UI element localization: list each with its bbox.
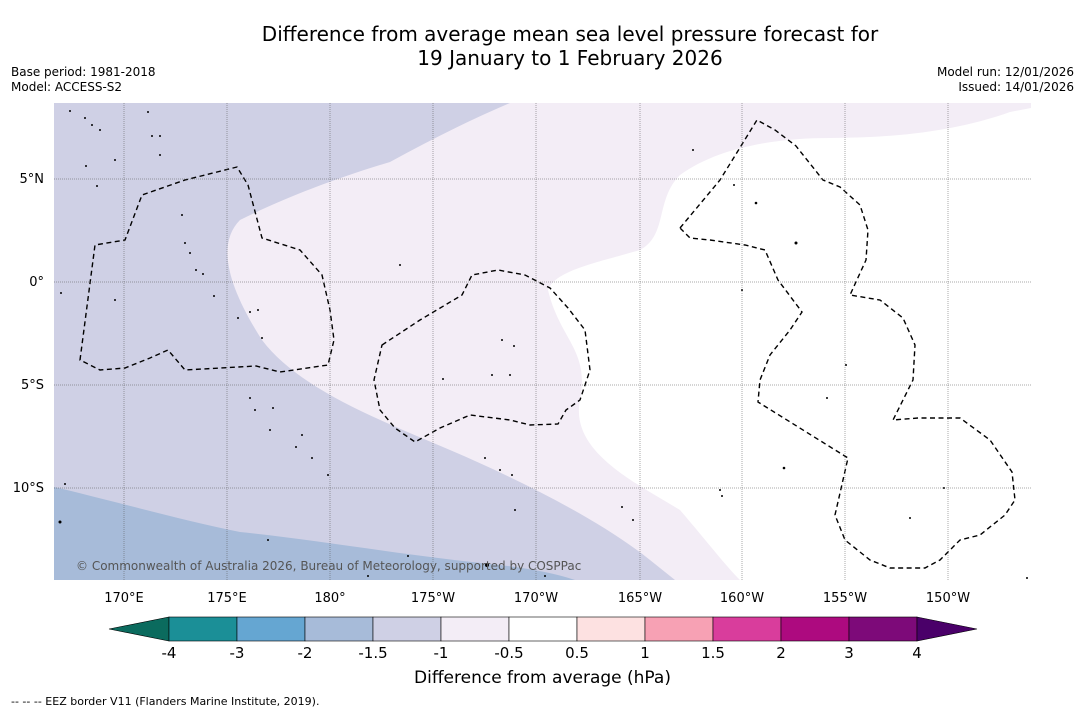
region-minus-1-5 [54,103,675,580]
colorbar-extend-low [108,616,170,642]
colorbar-tick-label: -3 [230,644,245,662]
eez-line-islands [679,119,1016,569]
lat-label: 10°S [13,481,44,496]
graticule [54,103,1031,580]
colorbar-tick-label: -0.5 [494,644,523,662]
colorbar-tick-label: 3 [844,644,854,662]
lat-label: 0° [29,275,44,290]
colorbar-tick-label: 4 [912,644,922,662]
title-line-2: 19 January to 1 February 2026 [417,46,723,70]
colorbar-tick-label: -1 [434,644,449,662]
colorbar-bin [848,616,918,642]
lon-label: 160°W [720,591,764,606]
lat-label: 5°S [21,378,44,393]
title-line-1: Difference from average mean sea level p… [261,22,879,46]
islands [58,110,1028,579]
lon-label: 170°W [514,591,558,606]
colorbar-bin [780,616,850,642]
colorbar-bin [304,616,374,642]
lon-label: 180° [314,591,345,606]
map-area: © Commonwealth of Australia 2026, Bureau… [54,103,1031,580]
colorbar-bin [236,616,306,642]
colorbar-tick-label: 1.5 [701,644,725,662]
meta-right: Model run: 12/01/2026 Issued: 14/01/2026 [937,65,1074,95]
colorbar-extend-high [916,616,978,642]
lat-label: 5°N [20,172,45,187]
colorbar [108,616,978,642]
colorbar-label: Difference from average (hPa) [414,668,671,688]
eez-footnote: -- -- -- EEZ border V11 (Flanders Marine… [11,695,320,708]
colorbar-bin [508,616,578,642]
colorbar-bin [712,616,782,642]
lon-label: 150°W [926,591,970,606]
model-name: Model: ACCESS-S2 [11,80,123,94]
issued-date: Issued: 14/01/2026 [958,80,1074,94]
colorbar-ticks: -4 -3 -2 -1.5 -1 -0.5 0.5 1 1.5 2 3 4 [162,644,922,662]
meta-left: Base period: 1981-2018 Model: ACCESS-S2 [11,65,156,95]
lon-label: 175°W [411,591,455,606]
region-minus-2 [54,487,575,580]
colorbar-bin [168,616,238,642]
colorbar-bin [372,616,442,642]
colorbar-tick-label: 0.5 [565,644,589,662]
lon-label: 155°W [823,591,867,606]
colorbar-bin [576,616,646,642]
latitude-labels: 5°N 0° 5°S 10°S [13,172,44,496]
colorbar-bin [644,616,714,642]
colorbar-tick-label: -2 [298,644,313,662]
model-run: Model run: 12/01/2026 [936,65,1074,79]
longitude-labels: 170°E 175°E 180° 175°W 170°W 165°W 160°W 155°W 1… [104,591,970,606]
colorbar-tick-label: -4 [162,644,177,662]
colorbar-tick-label: 1 [640,644,650,662]
copyright-notice: © Commonwealth of Australia 2026, Bureau… [76,559,581,573]
eez-phoenix-islands [373,269,591,443]
base-period: Base period: 1981-2018 [11,65,156,79]
colorbar-bin [440,616,510,642]
colorbar-tick-label: -1.5 [358,644,387,662]
lon-label: 175°E [207,591,247,606]
colorbar-tick-label: 2 [776,644,786,662]
lon-label: 165°W [618,591,662,606]
lon-label: 170°E [104,591,144,606]
map-title: Difference from average mean sea level p… [0,22,1085,70]
